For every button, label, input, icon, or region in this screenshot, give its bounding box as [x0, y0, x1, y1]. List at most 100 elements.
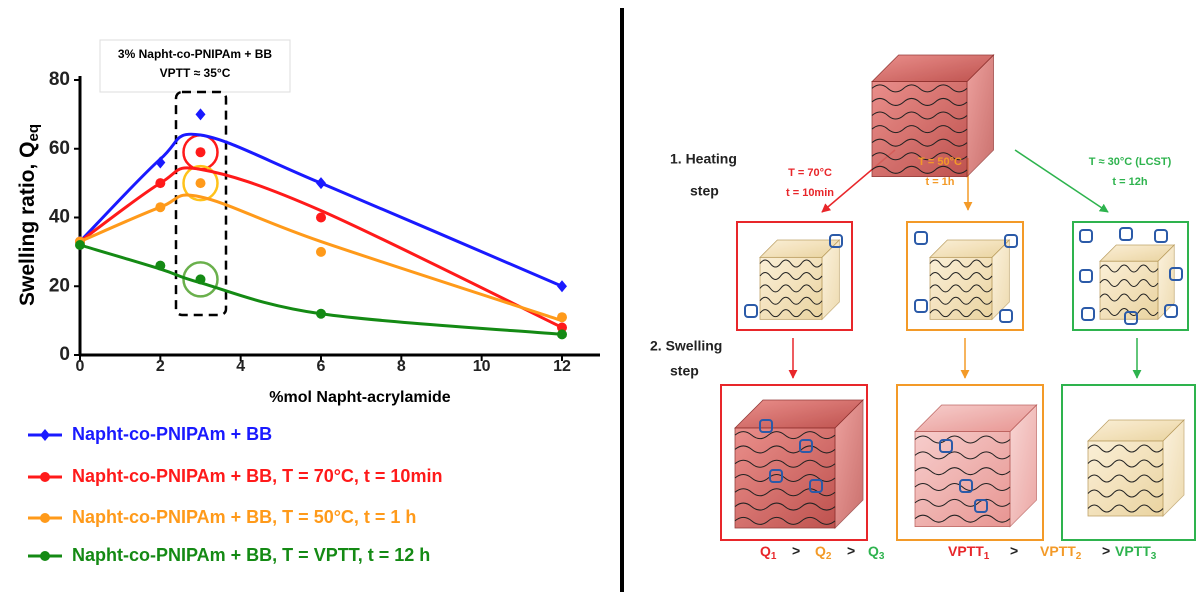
- step-label: step: [690, 183, 719, 199]
- polymer-chain: [734, 431, 836, 440]
- polymer-chain: [759, 271, 823, 280]
- comparison-operator: >: [792, 543, 800, 559]
- polymer-chain: [1087, 459, 1164, 468]
- term-base: VPTT: [948, 543, 984, 559]
- polymer-chain: [929, 296, 993, 305]
- polymer-chain: [1087, 504, 1164, 513]
- polymer-chain: [929, 284, 993, 293]
- polymer-chain: [734, 459, 836, 468]
- fit-curve: [78, 132, 563, 288]
- x-tick-label: 2: [156, 358, 165, 375]
- term-sub: 2: [1076, 551, 1082, 562]
- polymer-chain: [871, 125, 968, 134]
- step-label: 1. Heating: [670, 151, 737, 167]
- comparison-term: Q1: [760, 543, 777, 562]
- x-tick-label: 8: [397, 358, 406, 375]
- x-tick-label: 6: [317, 358, 326, 375]
- polymer-chain: [914, 483, 1011, 492]
- legend-label: Napht-co-PNIPAm + BB, T = 70°C, t = 10mi…: [72, 466, 442, 486]
- polymer-chain: [929, 309, 993, 318]
- data-point: [75, 240, 85, 250]
- y-axis-label: Swelling ratio, Qeq: [16, 124, 42, 306]
- particle: [1079, 269, 1093, 283]
- comparison-term: VPTT2: [1040, 543, 1082, 562]
- x-tick-label: 10: [473, 358, 491, 375]
- particle: [914, 299, 928, 313]
- data-point: [195, 147, 206, 158]
- polymer-chain: [759, 259, 823, 268]
- polymer-chain: [1099, 293, 1159, 302]
- frames: [720, 221, 1196, 541]
- polymer-chain: [871, 97, 968, 106]
- legend-marker: [40, 551, 50, 561]
- annotation: VPTT ≈ 35°C: [160, 66, 231, 80]
- data-point: [155, 260, 166, 271]
- condition-temp: T ≈ 30°C (LCST): [1089, 156, 1172, 168]
- condition-time: t = 10min: [786, 187, 834, 199]
- term-base: Q: [760, 543, 771, 559]
- polymer-chain: [734, 445, 836, 454]
- polymer-chain: [734, 516, 836, 525]
- comparison-term: Q3: [868, 543, 885, 562]
- polymer-chain: [871, 138, 968, 147]
- term-base: VPTT: [1040, 543, 1076, 559]
- annotation: 3% Napht-co-PNIPAm + BB: [118, 47, 272, 61]
- comparison-operator: >: [847, 543, 855, 559]
- y-tick-label: 60: [49, 138, 70, 159]
- y-tick-label: 40: [49, 207, 70, 228]
- fit-curve: [79, 243, 563, 336]
- condition-temp: T = 70°C: [788, 167, 832, 179]
- particle: [974, 499, 988, 513]
- particle: [914, 231, 928, 245]
- legend-marker: [40, 472, 50, 482]
- y-axis-label-sub: eq: [25, 124, 42, 142]
- y-axis-label-main: Swelling ratio, Q: [16, 141, 39, 306]
- polymer-chain: [929, 259, 993, 268]
- data-point: [195, 178, 206, 189]
- term-sub: 2: [826, 551, 832, 562]
- data-point: [316, 177, 326, 190]
- legend-label: Napht-co-PNIPAm + BB, T = VPTT, t = 12 h: [72, 545, 430, 565]
- particle: [769, 469, 783, 483]
- data-point: [155, 178, 166, 189]
- polymer-chain: [759, 309, 823, 318]
- particle: [759, 419, 773, 433]
- y-tick-label: 0: [59, 344, 70, 365]
- comparison-operator: >: [1010, 543, 1018, 559]
- particle: [1154, 229, 1168, 243]
- legend-marker: [40, 429, 50, 441]
- polymer-chain: [759, 284, 823, 293]
- comparison-term: VPTT3: [1115, 543, 1157, 562]
- step-label: step: [670, 363, 699, 379]
- data-point: [316, 246, 326, 257]
- polymer-chain: [914, 451, 1011, 460]
- particle: [1124, 311, 1138, 325]
- polymer-chain: [1099, 264, 1159, 273]
- x-tick-label: 0: [76, 358, 85, 375]
- fit-curve: [79, 193, 563, 323]
- highlight-circle: [182, 164, 219, 202]
- particle: [939, 439, 953, 453]
- data-point: [557, 329, 567, 340]
- particle: [1169, 267, 1183, 281]
- data-point: [155, 156, 166, 169]
- particle: [1079, 229, 1093, 243]
- annotation-box: [99, 39, 291, 93]
- polymer-chain: [1087, 489, 1164, 498]
- polymer-chain: [914, 514, 1011, 523]
- data-point: [557, 312, 567, 323]
- particle: [809, 479, 823, 493]
- particle: [1119, 227, 1133, 241]
- data-point: [316, 308, 326, 319]
- particle: [959, 479, 973, 493]
- particle: [744, 304, 758, 318]
- condition-time: t = 12h: [1112, 176, 1147, 188]
- cube-front: [1099, 260, 1159, 320]
- condition-temp: T = 50°C: [918, 156, 962, 168]
- polymer-chain: [914, 435, 1011, 444]
- term-sub: 1: [984, 551, 990, 562]
- polymer-chain: [734, 474, 836, 482]
- polymer-chain: [914, 467, 1011, 476]
- polymer-chain: [871, 152, 968, 161]
